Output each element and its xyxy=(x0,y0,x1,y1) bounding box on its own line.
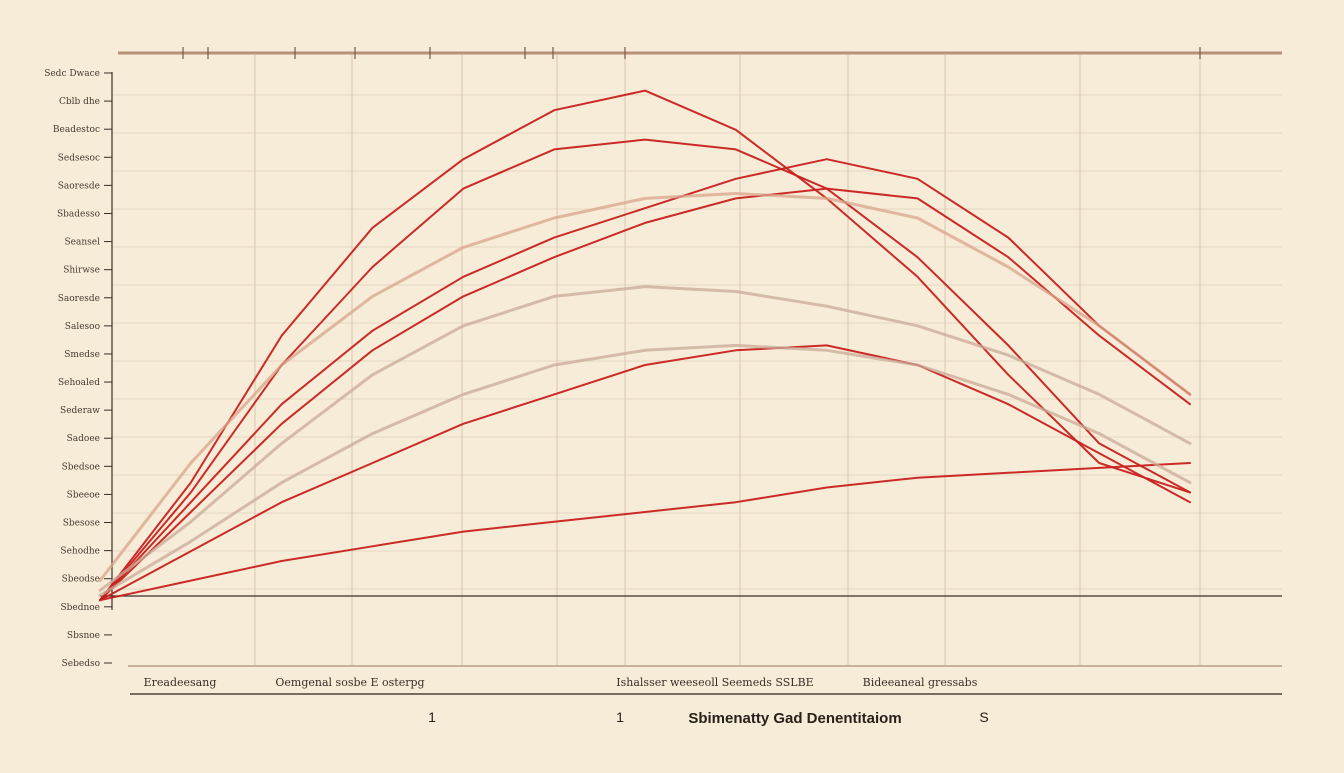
y-tick-label: Sbedsoe xyxy=(62,462,100,472)
y-tick-label: Saoresde xyxy=(58,181,100,191)
y-tick-label: Seansel xyxy=(65,238,101,248)
series-line-5 xyxy=(99,344,1191,602)
y-tick-label: Sbeeoe xyxy=(67,490,100,500)
y-tick-label: Saoresde xyxy=(58,294,100,304)
x-number-label: 1 xyxy=(616,709,624,725)
y-tick-labels: Sedc Dwace Cblb dhe Beadestoc Sedsesoc Saore… xyxy=(44,69,112,669)
y-tick-label: Sehoaled xyxy=(58,378,100,388)
series-lines xyxy=(98,89,1192,602)
x-category-label: Bideeaneal gressabs xyxy=(863,676,978,689)
series-line-9 xyxy=(98,343,1192,597)
y-tick-label: Sbsnoe xyxy=(67,631,100,641)
y-tick-label: Sederaw xyxy=(60,406,100,416)
x-axis-title: Sbimenatty Gad Denentitaiom xyxy=(688,710,901,727)
series-line-8 xyxy=(98,285,1192,592)
y-tick-label: Smedse xyxy=(64,350,100,360)
series-line-4 xyxy=(99,187,1191,602)
y-tick-label: Sebedso xyxy=(62,659,100,669)
x-labels: Ereadeesang Oemgenal sosbe E osterpg Ishal… xyxy=(144,676,989,727)
y-tick-label: Sbeodse xyxy=(62,575,100,585)
y-tick-label: Sbesose xyxy=(63,519,100,529)
y-tick-label: Sedc Dwace xyxy=(44,69,100,79)
grid xyxy=(112,55,1282,665)
y-tick-label: Sehodhe xyxy=(60,547,100,557)
y-tick-label: Sadoee xyxy=(67,434,100,444)
x-category-label: Oemgenal sosbe E osterpg xyxy=(275,676,424,689)
series-line-3 xyxy=(99,158,1191,602)
x-category-label: Ishalsser weeseoll Seemeds SSLBE xyxy=(616,676,813,689)
y-tick-label: Shirwse xyxy=(63,266,100,276)
x-category-label: Ereadeesang xyxy=(144,676,217,689)
y-tick-label: Sedsesoc xyxy=(58,153,100,163)
x-number-label: S xyxy=(979,709,988,725)
y-tick-label: Cblb dhe xyxy=(59,97,100,107)
series-line-6 xyxy=(99,462,1191,602)
series-line-7 xyxy=(98,192,1192,583)
series-line-1 xyxy=(99,89,1191,602)
x-number-label: 1 xyxy=(428,709,436,725)
axes xyxy=(100,47,1282,695)
y-tick-label: Beadestoc xyxy=(53,125,100,135)
y-tick-label: Sbednoe xyxy=(60,603,100,613)
y-tick-label: Salesoo xyxy=(65,322,100,332)
y-tick-label: Sbadesso xyxy=(57,209,100,219)
